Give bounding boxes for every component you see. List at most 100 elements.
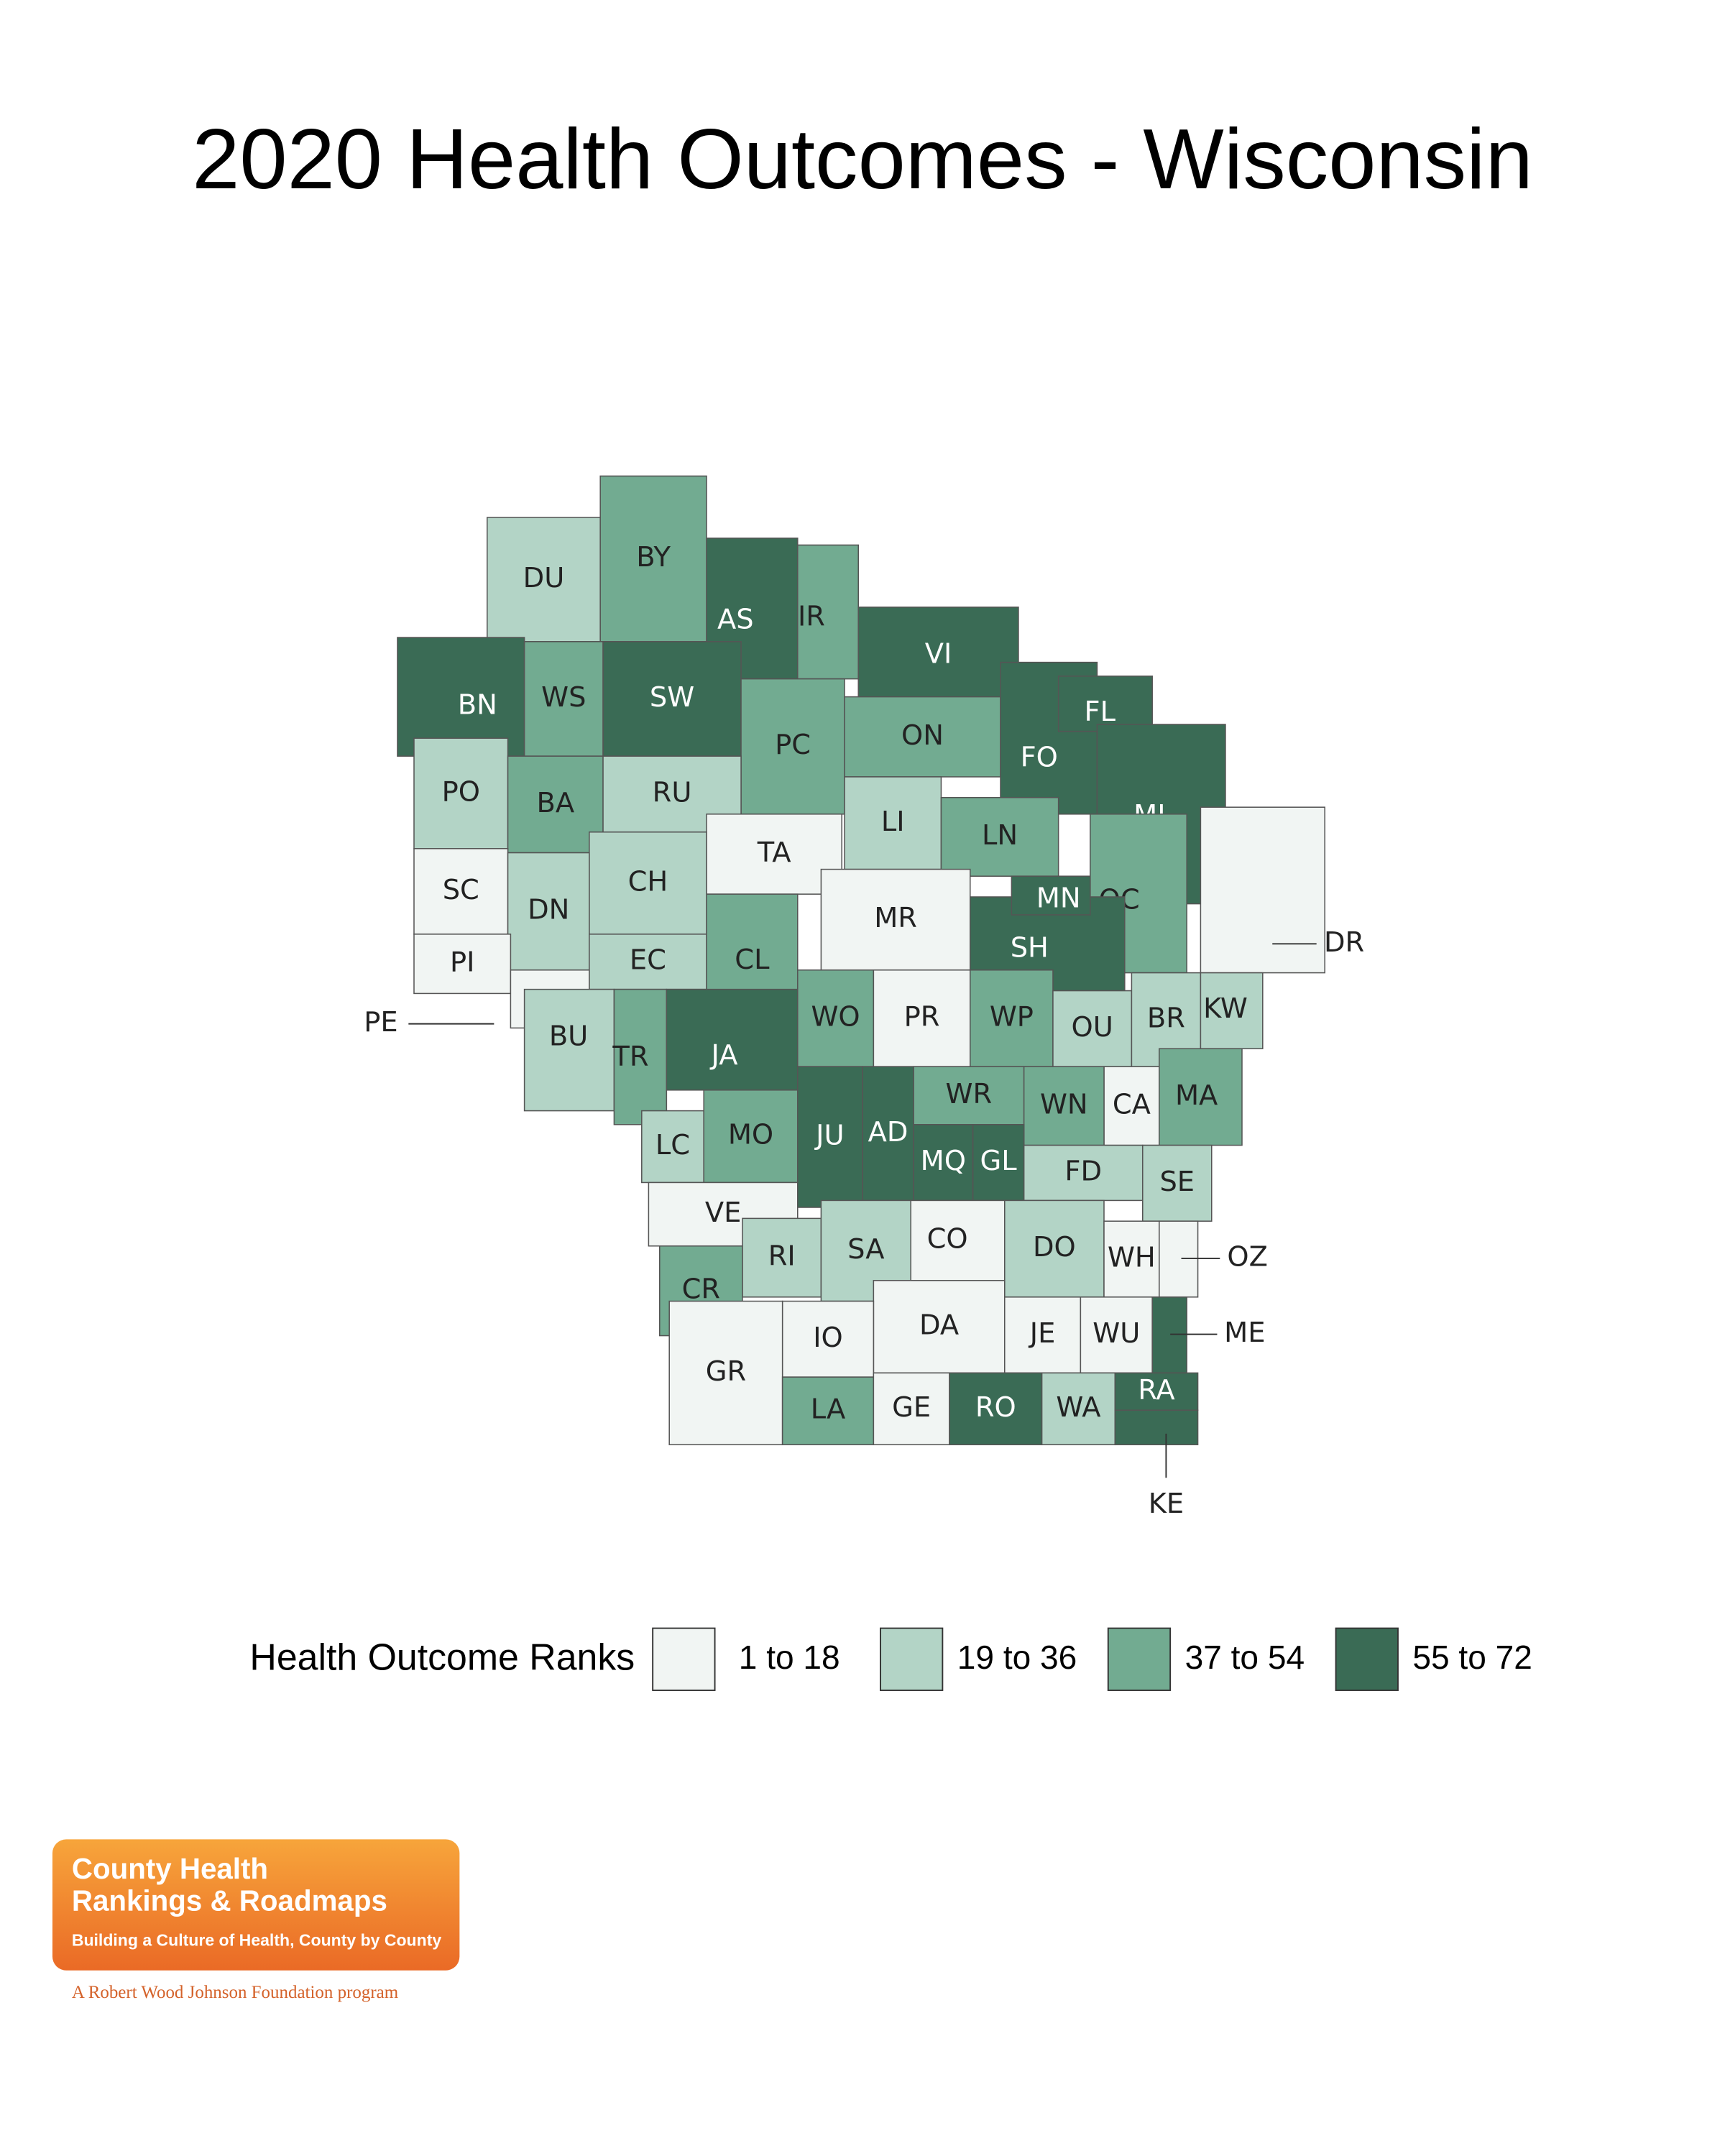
county — [668, 1300, 783, 1446]
county-label: CL — [735, 944, 770, 976]
county-label: LI — [881, 806, 905, 838]
county — [1114, 1372, 1199, 1411]
county — [796, 544, 860, 680]
legend-title: Health Outcome Ranks — [249, 1636, 635, 1677]
county-label: DN — [528, 894, 569, 926]
county — [844, 696, 1001, 778]
county — [781, 1300, 875, 1378]
county — [1023, 1066, 1105, 1146]
county-label: WA — [1056, 1391, 1100, 1424]
county-label: EC — [630, 944, 666, 977]
county — [1200, 972, 1264, 1049]
county — [589, 831, 707, 935]
county-label: PE — [364, 1006, 397, 1038]
county-label: PC — [775, 729, 811, 761]
county — [796, 1066, 863, 1208]
county — [1151, 1296, 1187, 1374]
county-label: IR — [798, 601, 825, 633]
legend-swatch — [652, 1627, 716, 1691]
county — [862, 1066, 914, 1202]
county — [972, 1124, 1025, 1202]
county-label: GE — [892, 1391, 931, 1424]
county — [397, 637, 525, 757]
county — [1141, 1144, 1213, 1222]
county-label: GR — [706, 1355, 746, 1388]
legend-label: 37 to 54 — [1185, 1639, 1305, 1676]
county-label: TA — [757, 837, 791, 869]
county-label: LA — [811, 1393, 846, 1426]
county — [1080, 1296, 1153, 1374]
county — [602, 641, 742, 757]
county — [913, 1124, 974, 1202]
county — [703, 1089, 799, 1184]
county-label: OU — [1072, 1011, 1113, 1044]
county-label: KE — [1149, 1488, 1184, 1520]
county — [844, 776, 942, 870]
county-label: FL — [1085, 696, 1116, 728]
county-label: BR — [1147, 1002, 1185, 1034]
legend-swatch — [1335, 1627, 1399, 1691]
county-label: CO — [927, 1223, 968, 1256]
county-label: WR — [946, 1078, 993, 1110]
county-label: JE — [1029, 1317, 1056, 1350]
county-label: SH — [1011, 931, 1049, 964]
county — [589, 934, 707, 990]
county-label: DU — [523, 562, 565, 594]
county-layer: DUBYASIRVIBNWSSWPCONFOFLMIPOBARULITALNCH… — [364, 475, 1364, 1520]
logo-badge — [52, 1839, 460, 1971]
legend-label: 19 to 36 — [957, 1639, 1077, 1676]
county-label: BU — [549, 1020, 588, 1052]
county-label: BA — [537, 787, 575, 819]
county-label: MR — [874, 902, 917, 934]
legend-swatch — [879, 1627, 944, 1691]
logo-tagline: Building a Culture of Health, County by … — [72, 1931, 442, 1950]
county — [599, 475, 707, 642]
county-label: FO — [1021, 742, 1058, 774]
logo: County Health Rankings & Roadmaps Buildi… — [52, 1839, 460, 2002]
county-label: FD — [1064, 1156, 1102, 1188]
county — [641, 1110, 704, 1184]
county-label: MA — [1175, 1079, 1218, 1112]
county — [486, 517, 601, 642]
county-label: ON — [901, 719, 944, 752]
county-label: CA — [1113, 1088, 1151, 1120]
county-label: TR — [612, 1041, 648, 1073]
county — [949, 1372, 1043, 1446]
legend-label: 1 to 18 — [739, 1639, 840, 1676]
county — [857, 607, 1019, 704]
county-label: PI — [450, 946, 474, 979]
county-label: JA — [710, 1039, 738, 1072]
county-label: MO — [728, 1119, 773, 1151]
county-label: GL — [980, 1145, 1018, 1177]
county — [873, 1279, 1006, 1374]
county-label: SC — [443, 874, 479, 906]
logo-line: Rankings & Roadmaps — [72, 1884, 387, 1917]
county-label: SA — [847, 1233, 884, 1266]
county-label: WO — [811, 1000, 860, 1033]
county-label: RO — [975, 1391, 1016, 1424]
county — [796, 969, 875, 1067]
county — [706, 814, 842, 895]
county-label: WN — [1040, 1088, 1088, 1120]
county-label: RA — [1138, 1374, 1174, 1406]
county — [1114, 1409, 1199, 1446]
county-label: DA — [919, 1309, 959, 1342]
county-label: MQ — [921, 1145, 966, 1177]
county — [873, 1372, 950, 1446]
county-label: WU — [1092, 1317, 1140, 1350]
county-label: BN — [458, 689, 497, 722]
county-label: PO — [442, 776, 480, 808]
county-label: CH — [628, 865, 668, 898]
county — [1103, 1220, 1160, 1298]
county — [1057, 676, 1153, 732]
county-label: VE — [705, 1197, 742, 1229]
county-label: WP — [990, 1000, 1034, 1033]
legend: Health Outcome Ranks 1 to 18 19 to 36 37 t… — [249, 1627, 1532, 1691]
legend-label: 55 to 72 — [1412, 1639, 1532, 1676]
county-label: DR — [1324, 926, 1364, 959]
county — [873, 969, 971, 1067]
county — [781, 1376, 875, 1446]
county-label: AS — [717, 604, 754, 636]
